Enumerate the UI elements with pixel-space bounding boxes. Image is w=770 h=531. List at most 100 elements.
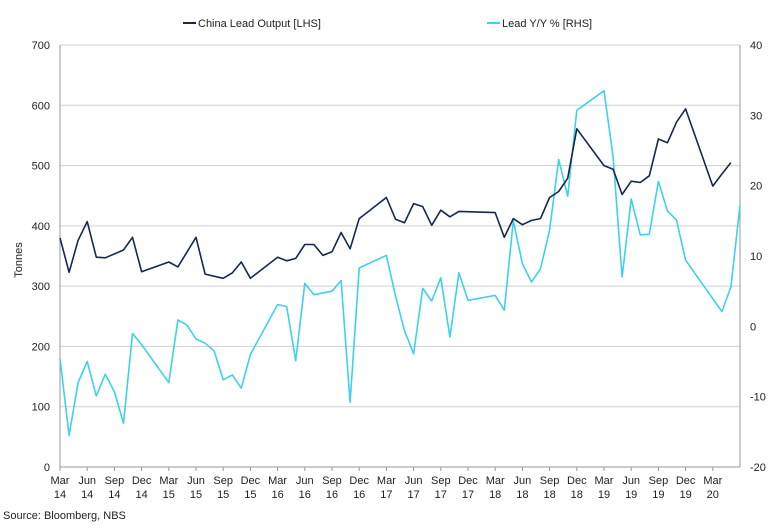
y-left-tick-label: 500	[32, 161, 50, 173]
y-right-axis: -20 -10 0 10 20 30 40	[750, 40, 766, 474]
x-tick-year: 15	[190, 489, 202, 501]
x-tick-year: 18	[489, 489, 501, 501]
x-tick: Jun 15	[187, 467, 205, 501]
x-tick-month: Jun	[405, 475, 423, 487]
y-left-tick-label: 0	[44, 462, 50, 474]
x-tick: Dec 15	[241, 467, 261, 501]
x-tick: Dec 16	[349, 467, 369, 501]
y-right-tick-label: 0	[750, 321, 756, 333]
x-tick-year: 17	[462, 489, 474, 501]
legend: China Lead Output [LHS] Lead Y/Y % [RHS]	[183, 18, 592, 30]
x-tick-month: Dec	[241, 475, 261, 487]
x-tick-year: 17	[407, 489, 419, 501]
x-tick: Sep 16	[322, 467, 342, 501]
x-tick: Dec 19	[676, 467, 696, 501]
x-tick-month: Dec	[567, 475, 587, 487]
x-tick: Sep 15	[213, 467, 233, 501]
x-tick: Sep 18	[540, 467, 560, 501]
y-left-tick-label: 700	[32, 40, 50, 52]
x-tick: Mar 20	[703, 467, 723, 501]
x-tick-month: Jun	[622, 475, 640, 487]
x-tick-month: Sep	[105, 475, 125, 487]
source-note: Source: Bloomberg, NBS	[3, 510, 126, 522]
y-right-tick-label: 20	[750, 181, 762, 193]
x-tick: Sep 19	[649, 467, 669, 501]
x-tick: Sep 14	[105, 467, 125, 501]
x-tick-year: 20	[707, 489, 719, 501]
gridlines	[59, 44, 741, 468]
x-tick-year: 19	[598, 489, 610, 501]
y-right-tick-label: 10	[750, 251, 762, 263]
x-tick-month: Dec	[676, 475, 696, 487]
x-tick-month: Sep	[649, 475, 669, 487]
x-tick: Dec 18	[567, 467, 587, 501]
x-tick-month: Sep	[431, 475, 451, 487]
x-tick: Dec 14	[132, 467, 152, 501]
x-tick-month: Jun	[514, 475, 532, 487]
x-tick-year: 14	[135, 489, 147, 501]
x-tick-month: Mar	[159, 475, 178, 487]
x-tick: Sep 17	[431, 467, 451, 501]
x-tick-year: 15	[163, 489, 175, 501]
x-tick: Mar 17	[377, 467, 396, 501]
x-tick: Jun 17	[405, 467, 423, 501]
x-tick-year: 14	[108, 489, 120, 501]
x-tick-month: Sep	[322, 475, 342, 487]
x-tick-month: Mar	[595, 475, 614, 487]
y-left-tick-label: 200	[32, 341, 50, 353]
x-tick: Mar 15	[159, 467, 179, 501]
x-tick: Dec 17	[458, 467, 478, 501]
series-line-yoy	[59, 89, 741, 437]
y-right-tick-label: -10	[750, 392, 766, 404]
x-tick-year: 17	[435, 489, 447, 501]
x-tick-year: 18	[516, 489, 528, 501]
legend-label-output: China Lead Output [LHS]	[198, 18, 321, 30]
y-left-axis: 0 100 200 300 400 500 600 700	[32, 40, 50, 474]
x-axis: Mar 14 Jun 14 Sep 14 Dec 14 Mar 15 Jun 15 Sep 15 Dec 15…	[51, 467, 723, 501]
x-tick-year: 16	[299, 489, 311, 501]
x-tick-month: Mar	[268, 475, 287, 487]
x-tick-month: Sep	[213, 475, 233, 487]
x-tick-year: 18	[543, 489, 555, 501]
x-tick-year: 18	[571, 489, 583, 501]
x-tick: Mar 14	[51, 467, 70, 501]
series-line-output	[59, 108, 732, 280]
x-tick-year: 19	[625, 489, 637, 501]
y-left-tick-label: 300	[32, 281, 50, 293]
y-left-tick-label: 100	[32, 402, 50, 414]
x-tick-month: Jun	[187, 475, 205, 487]
x-tick: Mar 19	[595, 467, 614, 501]
x-tick-year: 16	[353, 489, 365, 501]
x-tick-year: 14	[81, 489, 93, 501]
y-left-axis-title: Tonnes	[13, 242, 25, 278]
x-tick-year: 14	[54, 489, 66, 501]
x-tick-year: 17	[380, 489, 392, 501]
x-tick-year: 19	[652, 489, 664, 501]
x-tick-month: Dec	[458, 475, 478, 487]
x-tick-month: Dec	[349, 475, 369, 487]
x-tick: Mar 16	[268, 467, 287, 501]
x-tick-month: Sep	[540, 475, 560, 487]
x-tick-month: Mar	[51, 475, 70, 487]
x-tick-year: 19	[679, 489, 691, 501]
y-right-tick-label: -20	[750, 462, 766, 474]
x-tick: Jun 16	[296, 467, 314, 501]
x-tick-year: 15	[217, 489, 229, 501]
x-tick-month: Mar	[486, 475, 505, 487]
x-tick-year: 16	[326, 489, 338, 501]
x-tick: Mar 18	[486, 467, 505, 501]
y-left-tick-label: 600	[32, 100, 50, 112]
y-left-tick-label: 400	[32, 221, 50, 233]
x-tick-month: Jun	[296, 475, 314, 487]
x-tick-month: Dec	[132, 475, 152, 487]
x-tick-month: Jun	[78, 475, 96, 487]
x-tick: Jun 14	[78, 467, 96, 501]
x-tick: Jun 18	[514, 467, 532, 501]
series-layer	[59, 89, 741, 437]
x-tick-year: 16	[271, 489, 283, 501]
y-right-tick-label: 30	[750, 110, 762, 122]
x-tick-month: Mar	[377, 475, 396, 487]
legend-label-yoy: Lead Y/Y % [RHS]	[502, 18, 592, 30]
x-tick-year: 15	[244, 489, 256, 501]
